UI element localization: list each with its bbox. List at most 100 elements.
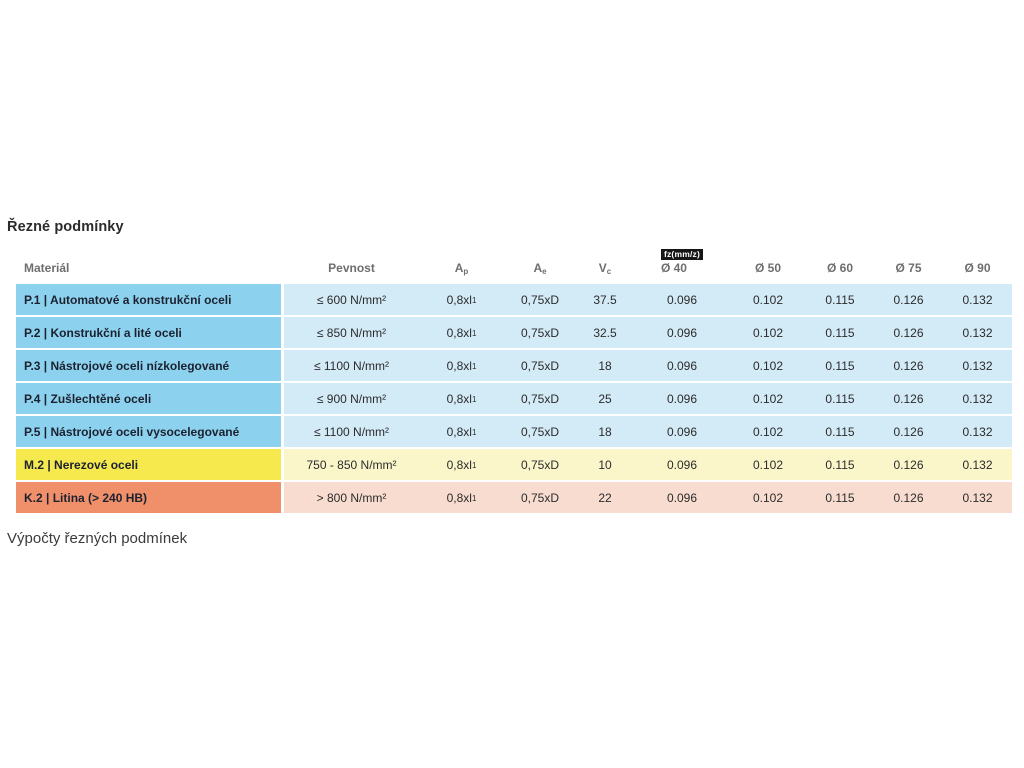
ap-value: 0,8xl <box>446 490 472 505</box>
fz-d90-cell: 0.132 <box>943 416 1012 447</box>
ap-value-subscript: 1 <box>471 428 477 437</box>
col-header-material: Materiál <box>24 261 70 275</box>
ap-value: 0,8xl <box>446 358 472 373</box>
fz-d40-cell: 0.096 <box>634 416 730 447</box>
material-cell: P.5 | Nástrojové oceli vysocelegované <box>16 416 281 447</box>
vc-cell: 18 <box>576 350 634 381</box>
col-header-d50: Ø 50 <box>754 261 781 275</box>
row-gap <box>281 482 284 513</box>
pevnost-cell: ≤ 1100 N/mm² <box>284 350 419 381</box>
col-header-d60: Ø 60 <box>826 261 853 275</box>
fz-unit-badge: fz(mm/z) <box>660 248 704 260</box>
fz-d40-cell: 0.096 <box>634 383 730 414</box>
ae-cell: 0,75xD <box>504 482 576 513</box>
fz-d50-cell: 0.102 <box>730 317 806 348</box>
section-heading-calculations: Výpočty řezných podmínek <box>7 530 188 547</box>
fz-d75-cell: 0.126 <box>874 284 943 315</box>
table-row: P.3 | Nástrojové oceli nízkolegované ≤ 1… <box>16 350 1012 381</box>
material-cell: P.1 | Automatové a konstrukční oceli <box>16 284 281 315</box>
table-row: P.1 | Automatové a konstrukční oceli ≤ 6… <box>16 284 1012 315</box>
fz-d75-cell: 0.126 <box>874 350 943 381</box>
material-cell: P.3 | Nástrojové oceli nízkolegované <box>16 350 281 381</box>
ap-value-subscript: 1 <box>471 296 477 305</box>
fz-d40-cell: 0.096 <box>634 350 730 381</box>
fz-d90-cell: 0.132 <box>943 284 1012 315</box>
fz-d90-cell: 0.132 <box>943 482 1012 513</box>
pevnost-cell: > 800 N/mm² <box>284 482 419 513</box>
ap-subscript: p <box>463 267 469 276</box>
fz-d50-cell: 0.102 <box>730 350 806 381</box>
fz-d60-cell: 0.115 <box>806 317 874 348</box>
fz-d40-cell: 0.096 <box>634 317 730 348</box>
ap-value-subscript: 1 <box>471 362 477 371</box>
d40-label: Ø 40 <box>660 261 687 275</box>
fz-d60-cell: 0.115 <box>806 482 874 513</box>
ap-cell: 0,8xl 1 <box>419 449 504 480</box>
fz-d75-cell: 0.126 <box>874 482 943 513</box>
ae-cell: 0,75xD <box>504 416 576 447</box>
fz-d50-cell: 0.102 <box>730 449 806 480</box>
fz-d75-cell: 0.126 <box>874 449 943 480</box>
ap-cell: 0,8xl 1 <box>419 383 504 414</box>
ap-symbol: A <box>454 261 464 275</box>
ap-cell: 0,8xl 1 <box>419 284 504 315</box>
pevnost-cell: ≤ 850 N/mm² <box>284 317 419 348</box>
fz-d75-cell: 0.126 <box>874 317 943 348</box>
fz-d60-cell: 0.115 <box>806 416 874 447</box>
ap-cell: 0,8xl 1 <box>419 482 504 513</box>
fz-d40-cell: 0.096 <box>634 482 730 513</box>
col-header-pevnost: Pevnost <box>328 261 375 275</box>
ap-cell: 0,8xl 1 <box>419 317 504 348</box>
pevnost-cell: 750 - 850 N/mm² <box>284 449 419 480</box>
row-gap <box>281 350 284 381</box>
vc-cell: 32.5 <box>576 317 634 348</box>
fz-d40-cell: 0.096 <box>634 284 730 315</box>
fz-d40-cell: 0.096 <box>634 449 730 480</box>
fz-d60-cell: 0.115 <box>806 284 874 315</box>
table-row: M.2 | Nerezové oceli 750 - 850 N/mm² 0,8… <box>16 449 1012 480</box>
ap-value-subscript: 1 <box>471 461 477 470</box>
ap-value: 0,8xl <box>446 292 472 307</box>
vc-cell: 10 <box>576 449 634 480</box>
ap-value-subscript: 1 <box>471 395 477 404</box>
table-row: K.2 | Litina (> 240 HB) > 800 N/mm² 0,8x… <box>16 482 1012 513</box>
ap-cell: 0,8xl 1 <box>419 350 504 381</box>
ap-value: 0,8xl <box>446 391 472 406</box>
row-gap <box>281 449 284 480</box>
ae-cell: 0,75xD <box>504 383 576 414</box>
ap-value: 0,8xl <box>446 424 472 439</box>
ae-subscript: e <box>542 267 547 276</box>
row-gap <box>281 416 284 447</box>
ap-cell: 0,8xl 1 <box>419 416 504 447</box>
ap-value: 0,8xl <box>446 457 472 472</box>
fz-d90-cell: 0.132 <box>943 350 1012 381</box>
material-cell: P.2 | Konstrukční a lité oceli <box>16 317 281 348</box>
table-row: P.5 | Nástrojové oceli vysocelegované ≤ … <box>16 416 1012 447</box>
ae-cell: 0,75xD <box>504 317 576 348</box>
col-header-d75: Ø 75 <box>895 261 922 275</box>
material-cell: K.2 | Litina (> 240 HB) <box>16 482 281 513</box>
fz-d75-cell: 0.126 <box>874 416 943 447</box>
ap-value-subscript: 1 <box>471 329 477 338</box>
fz-d90-cell: 0.132 <box>943 383 1012 414</box>
vc-cell: 37.5 <box>576 284 634 315</box>
pevnost-cell: ≤ 600 N/mm² <box>284 284 419 315</box>
col-header-d40: fz(mm/z) Ø 40 <box>634 248 730 279</box>
ae-symbol: A <box>533 261 543 275</box>
col-header-d90: Ø 90 <box>964 261 991 275</box>
vc-symbol: V <box>598 261 607 275</box>
material-cell: M.2 | Nerezové oceli <box>16 449 281 480</box>
ae-cell: 0,75xD <box>504 449 576 480</box>
row-gap <box>281 317 284 348</box>
ae-cell: 0,75xD <box>504 350 576 381</box>
fz-d50-cell: 0.102 <box>730 383 806 414</box>
fz-d60-cell: 0.115 <box>806 350 874 381</box>
table-body: P.1 | Automatové a konstrukční oceli ≤ 6… <box>16 284 1012 513</box>
fz-d50-cell: 0.102 <box>730 416 806 447</box>
ae-cell: 0,75xD <box>504 284 576 315</box>
d40-header-stack: fz(mm/z) Ø 40 <box>660 248 704 275</box>
table-row: P.2 | Konstrukční a lité oceli ≤ 850 N/m… <box>16 317 1012 348</box>
